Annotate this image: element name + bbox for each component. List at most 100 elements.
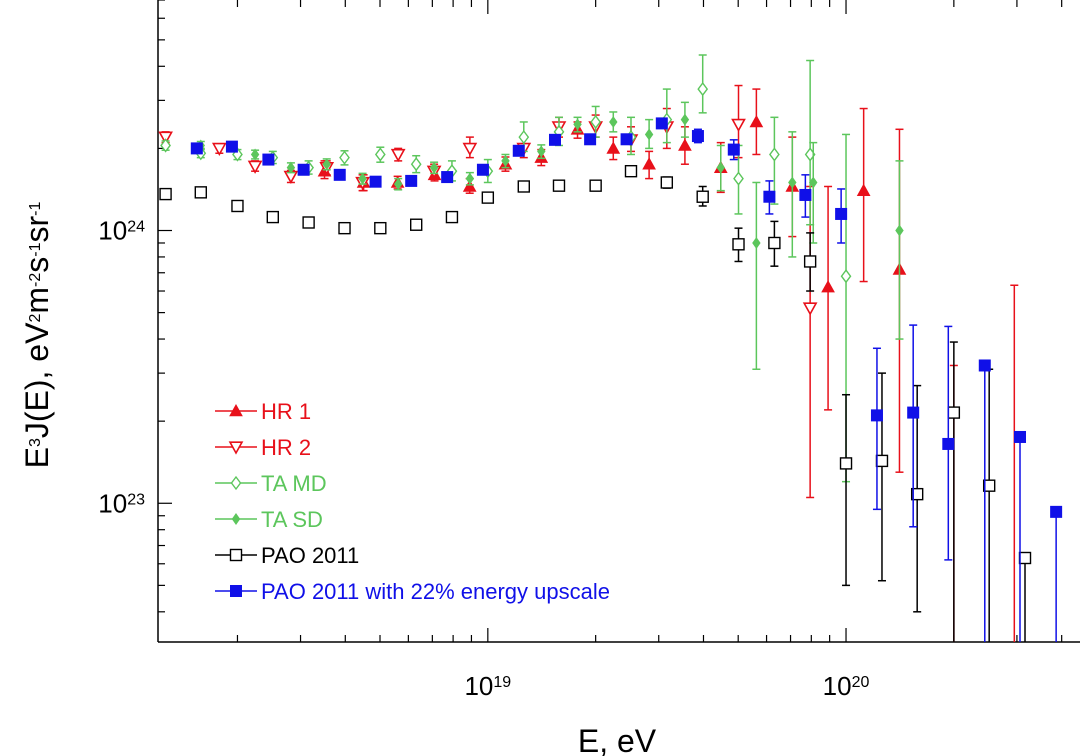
data-point xyxy=(680,113,690,126)
legend-label: HR 1 xyxy=(261,399,311,424)
data-point xyxy=(548,133,561,146)
data-point xyxy=(1018,551,1032,565)
data-point xyxy=(429,161,439,174)
data-point xyxy=(809,176,818,189)
data-point xyxy=(696,190,709,203)
x-tick-base: 10 xyxy=(823,671,852,701)
data-point xyxy=(769,147,780,162)
series-4 xyxy=(159,164,1032,642)
data-point xyxy=(803,255,817,268)
data-point xyxy=(727,143,740,156)
data-point xyxy=(266,210,279,224)
data-point xyxy=(518,129,530,145)
legend: HR 1 HR 2 TA MD TA SD PAO 2011 PAO 2011 with … xyxy=(215,399,610,604)
data-point xyxy=(768,236,781,250)
y-label-part-3: m xyxy=(19,287,55,314)
y-axis-label: E3J(E), eV2m-2s-1sr-1 xyxy=(19,202,55,469)
data-point xyxy=(606,141,621,154)
legend-marker xyxy=(229,403,243,417)
data-point xyxy=(537,145,546,158)
y-label-sup-3: -2 xyxy=(27,273,44,287)
data-point xyxy=(644,128,654,141)
data-point xyxy=(286,161,296,174)
data-point xyxy=(856,183,871,196)
legend-marker xyxy=(228,441,244,455)
legend-label: TA SD xyxy=(261,507,323,532)
data-point xyxy=(942,437,955,450)
data-point xyxy=(655,117,668,130)
data-point xyxy=(158,131,173,145)
series-3 xyxy=(196,101,904,370)
data-point xyxy=(733,171,744,186)
data-point xyxy=(322,158,331,171)
y-label-sup-4: -1 xyxy=(27,242,44,256)
series-1 xyxy=(158,84,818,499)
y-tick-label: 1024 xyxy=(98,216,145,246)
data-point xyxy=(697,81,709,97)
x-tick-exp: 19 xyxy=(493,674,511,691)
data-point xyxy=(410,218,423,231)
y-label-sup-2: 2 xyxy=(27,314,44,323)
data-point xyxy=(589,179,602,192)
y-tick-exp: 23 xyxy=(127,491,145,508)
legend-item: HR 1 xyxy=(215,399,311,424)
data-point xyxy=(620,133,633,146)
y-tick-exp: 24 xyxy=(127,218,145,235)
data-point xyxy=(410,157,422,172)
data-point xyxy=(802,302,818,316)
data-point xyxy=(333,168,346,181)
y-label-sup-1: 3 xyxy=(27,438,44,447)
data-point xyxy=(250,148,260,161)
data-point xyxy=(441,171,454,184)
data-point xyxy=(788,176,797,189)
x-tick-label: 1019 xyxy=(464,671,511,701)
y-label-part-5: sr xyxy=(19,216,55,243)
legend-marker xyxy=(230,585,242,597)
data-point xyxy=(947,406,961,419)
data-point xyxy=(910,487,924,501)
y-label-part-2: J(E), eV xyxy=(19,322,55,438)
legend-item: TA SD xyxy=(215,507,323,532)
data-point xyxy=(512,144,525,157)
y-label-part-4: s xyxy=(19,257,55,273)
data-point xyxy=(190,142,203,155)
legend-label: TA MD xyxy=(261,471,327,496)
data-point xyxy=(660,176,674,189)
data-point xyxy=(160,138,171,153)
x-tick-label: 1020 xyxy=(823,671,870,701)
legend-item: HR 2 xyxy=(215,435,311,460)
data-point xyxy=(716,161,725,174)
data-point xyxy=(247,160,263,174)
data-point xyxy=(763,190,776,203)
data-point xyxy=(462,179,477,192)
data-point xyxy=(369,175,382,188)
data-point xyxy=(875,454,889,468)
data-point xyxy=(691,130,704,143)
y-tick-base: 10 xyxy=(98,216,127,246)
data-point xyxy=(609,115,618,128)
legend-marker xyxy=(231,513,241,525)
series-5 xyxy=(190,117,1063,642)
data-point xyxy=(839,457,853,470)
data-point xyxy=(642,157,656,170)
data-point xyxy=(374,221,387,235)
data-point xyxy=(302,216,315,229)
data-point xyxy=(390,148,406,163)
data-point xyxy=(501,154,510,167)
data-point xyxy=(465,172,475,185)
data-point xyxy=(982,479,996,492)
data-point xyxy=(678,138,692,151)
data-point xyxy=(338,221,351,235)
data-point xyxy=(752,237,761,249)
legend-item: PAO 2011 with 22% energy upscale xyxy=(215,579,610,604)
data-point xyxy=(573,118,582,131)
y-tick-base: 10 xyxy=(98,488,127,518)
data-point xyxy=(194,186,207,199)
data-point xyxy=(339,150,350,165)
data-point xyxy=(907,406,920,419)
data-point xyxy=(476,163,489,176)
data-point xyxy=(835,207,848,220)
data-point xyxy=(732,238,745,251)
